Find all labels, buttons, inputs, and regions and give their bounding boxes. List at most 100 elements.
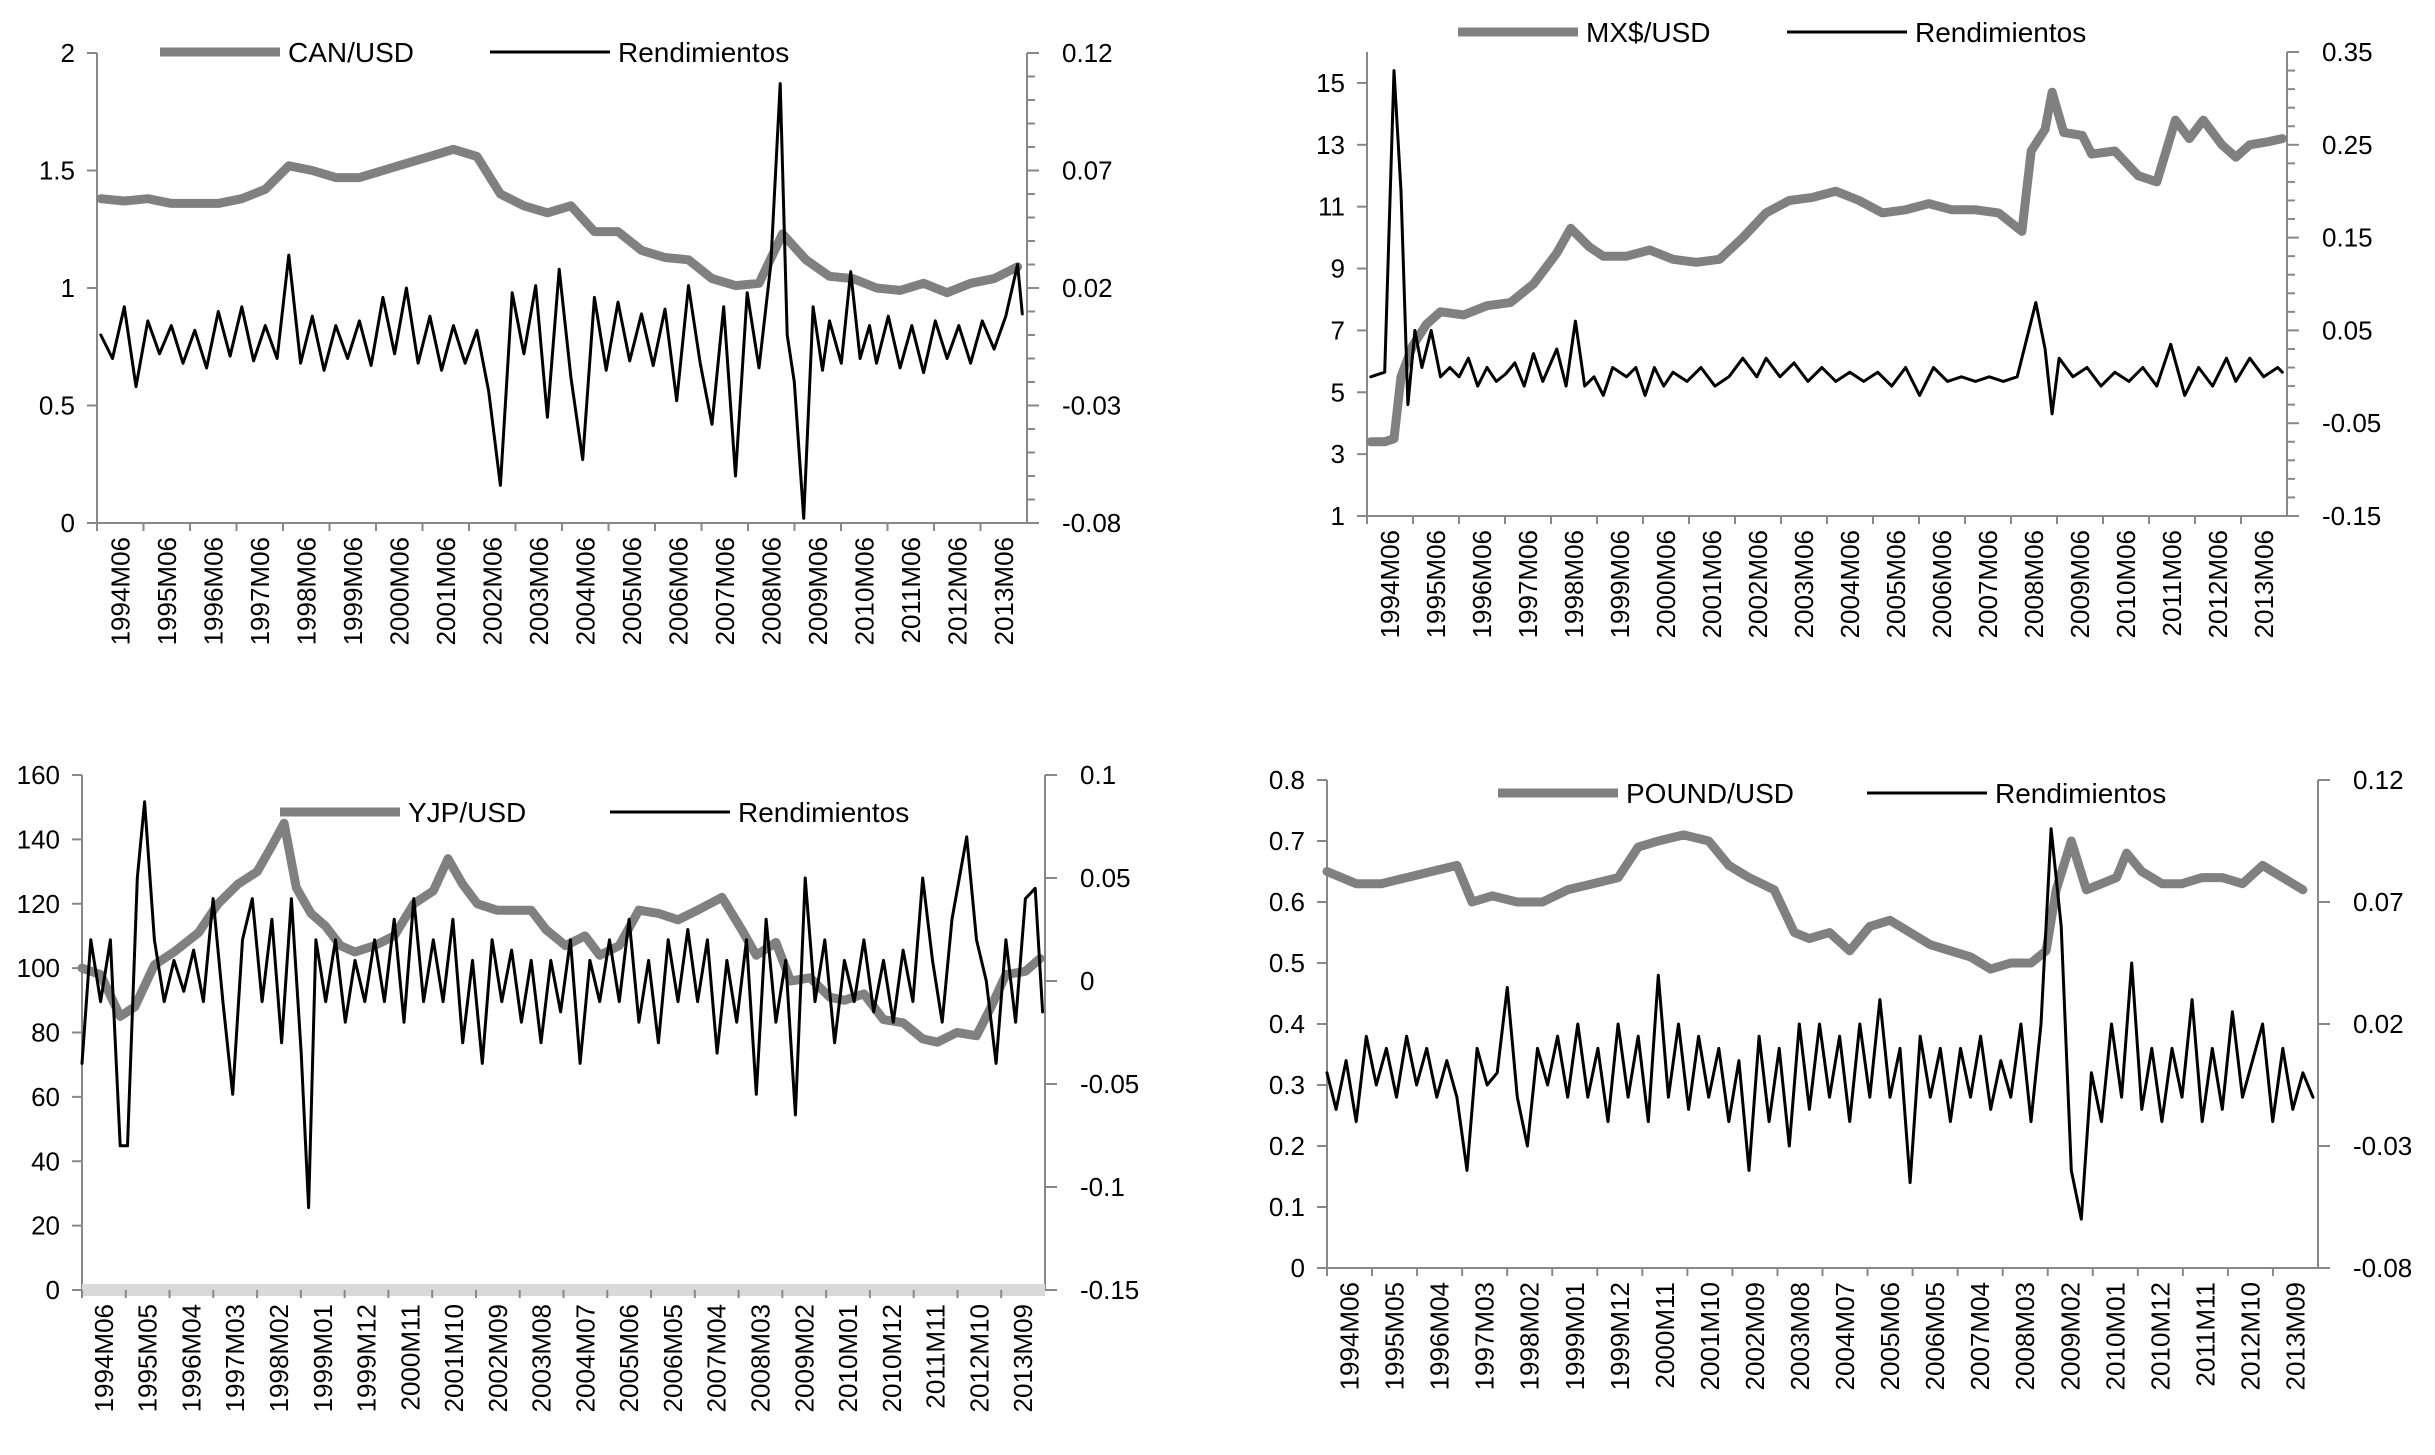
- panel-mx-usd: 13579111315-0.15-0.050.050.150.250.35199…: [1316, 17, 2381, 638]
- panel-pound-usd: 0 0.1 0.2 0.3 0.4 0.5 0.6 0.7 0.8 -0.08 -0.03 0.02 0…: [1269, 765, 2412, 1390]
- x-tick-label: 1994M06: [105, 537, 135, 645]
- right-tick-label: 0.35: [2322, 37, 2373, 67]
- series-line-returns: [80, 800, 1045, 1210]
- x-tick-label: 2009M06: [803, 537, 833, 645]
- left-tick-label: 20: [31, 1211, 60, 1241]
- right-tick-label: -0.15: [1080, 1275, 1139, 1305]
- x-tick-label: 2001M10: [439, 1304, 469, 1412]
- right-tick-label: 0.12: [2353, 765, 2404, 795]
- left-tick-label: 140: [17, 824, 60, 854]
- left-tick-label: 40: [31, 1146, 60, 1176]
- panel-can-usd: 0 0.5 1 1.5 2 -0.08 -0.03 0.02 0.07 0.12 1994M06 19…: [39, 37, 1121, 645]
- x-tick-label: 1994M06: [89, 1304, 119, 1412]
- legend-label: MX$/USD: [1586, 17, 1710, 48]
- legend-label: Rendimientos: [1915, 17, 2086, 48]
- x-tick-label: 2010M01: [2100, 1282, 2130, 1390]
- legend-label: Rendimientos: [738, 797, 909, 828]
- x-tick-label: 2012M06: [2203, 530, 2233, 638]
- x-tick-label: 1999M12: [352, 1304, 382, 1412]
- series-line-rate: [1322, 830, 2308, 974]
- x-tick-label: 2003M06: [524, 537, 554, 645]
- left-tick-label: 1: [1331, 501, 1345, 531]
- x-tick-label: 2007M06: [1973, 530, 2003, 638]
- left-tick-label: 0.2: [1269, 1131, 1305, 1161]
- left-tick-label: 3: [1331, 439, 1345, 469]
- right-tick-label: 0.12: [1062, 38, 1113, 68]
- x-tick-label: 2006M06: [1927, 530, 1957, 638]
- x-tick-label: 1999M06: [1605, 530, 1635, 638]
- x-tick-label: 2011M06: [896, 537, 926, 644]
- left-tick-label: 80: [31, 1018, 60, 1048]
- left-tick-label: 0.5: [1269, 948, 1305, 978]
- left-tick-label: 0.3: [1269, 1070, 1305, 1100]
- x-tick-label: 2013M09: [2280, 1282, 2310, 1390]
- left-tick-label: 60: [31, 1082, 60, 1112]
- x-tick-label: 2009M02: [789, 1304, 819, 1412]
- right-tick-label: -0.05: [1080, 1069, 1139, 1099]
- right-tick-label: -0.03: [1062, 391, 1121, 421]
- right-tick-label: -0.1: [1080, 1172, 1125, 1202]
- left-tick-label: 13: [1316, 130, 1345, 160]
- x-tick-label: 2008M03: [2010, 1282, 2040, 1390]
- right-tick-label: 0.02: [1062, 273, 1113, 303]
- x-tick-label: 1995M06: [152, 537, 182, 645]
- legend-label: CAN/USD: [288, 37, 414, 68]
- x-tick-label: 2002M09: [1740, 1282, 1770, 1390]
- x-tick-label: 2013M06: [2249, 530, 2279, 638]
- x-tick-label: 2000M11: [1650, 1282, 1680, 1389]
- x-tick-label: 2003M06: [1789, 530, 1819, 638]
- series-line-returns: [99, 82, 1024, 520]
- series-line-rate: [1366, 87, 2287, 447]
- left-tick-label: 0.8: [1269, 765, 1305, 795]
- x-tick-label: 2013M06: [989, 537, 1019, 645]
- x-tick-label: 1997M06: [245, 537, 275, 645]
- x-tick-label: 1999M01: [308, 1304, 338, 1412]
- x-tick-label: 2002M09: [483, 1304, 513, 1412]
- x-tick-label: 2011M11: [2190, 1282, 2220, 1387]
- legend-label: POUND/USD: [1626, 778, 1794, 809]
- x-tick-label: 1996M06: [1467, 530, 1497, 638]
- x-tick-label: 2004M07: [1830, 1282, 1860, 1390]
- right-tick-label: 0: [1080, 966, 1094, 996]
- x-tick-label: 2009M02: [2055, 1282, 2085, 1390]
- x-tick-label: 1996M04: [176, 1304, 206, 1412]
- x-tick-label: 1998M02: [1515, 1282, 1545, 1390]
- x-tick-label: 1995M06: [1421, 530, 1451, 638]
- x-tick-label: 2012M06: [942, 537, 972, 645]
- x-tick-label: 2008M06: [756, 537, 786, 645]
- x-tick-label: 1996M06: [198, 537, 228, 645]
- x-tick-label: 2001M10: [1695, 1282, 1725, 1390]
- series-line-returns: [1369, 69, 2284, 416]
- x-tick-label: 2000M11: [395, 1304, 425, 1411]
- left-tick-label: 15: [1316, 68, 1345, 98]
- x-tick-label: 2005M06: [1875, 1282, 1905, 1390]
- x-tick-label: 1996M04: [1425, 1282, 1455, 1390]
- x-tick-label: 2010M06: [2111, 530, 2141, 638]
- x-tick-label: 1999M12: [1605, 1282, 1635, 1390]
- right-tick-label: -0.03: [2353, 1131, 2412, 1161]
- left-tick-label: 0: [46, 1275, 60, 1305]
- x-tick-label: 2013M09: [1008, 1304, 1038, 1412]
- x-tick-label: 1998M06: [1559, 530, 1589, 638]
- left-tick-label: 1.5: [39, 156, 75, 186]
- panel-yjp-usd: 0 20 40 60 80 100 120 140 160 -0.15 -0.1 -0.05 0 0.05…: [17, 760, 1140, 1412]
- x-tick-label: 2011M06: [2157, 530, 2187, 637]
- x-tick-label: 2006M05: [1920, 1282, 1950, 1390]
- left-tick-label: 120: [17, 889, 60, 919]
- left-tick-label: 9: [1331, 254, 1345, 284]
- x-tick-label: 1999M06: [338, 537, 368, 645]
- x-tick-label: 1997M03: [220, 1304, 250, 1412]
- x-tick-label: 2000M06: [384, 537, 414, 645]
- right-tick-label: -0.08: [2353, 1253, 2412, 1283]
- x-tick-label: 2005M06: [614, 1304, 644, 1412]
- x-tick-label: 1995M05: [133, 1304, 163, 1412]
- x-tick-label: 2005M06: [617, 537, 647, 645]
- series-line-rate: [77, 818, 1045, 1047]
- left-tick-label: 100: [17, 953, 60, 983]
- legend-label: Rendimientos: [1995, 778, 2166, 809]
- left-tick-label: 7: [1331, 315, 1345, 345]
- x-tick-label: 2010M12: [2145, 1282, 2175, 1390]
- x-tick-label: 2011M11: [921, 1304, 951, 1409]
- x-tick-label: 2008M03: [745, 1304, 775, 1412]
- x-tick-label: 2003M08: [527, 1304, 557, 1412]
